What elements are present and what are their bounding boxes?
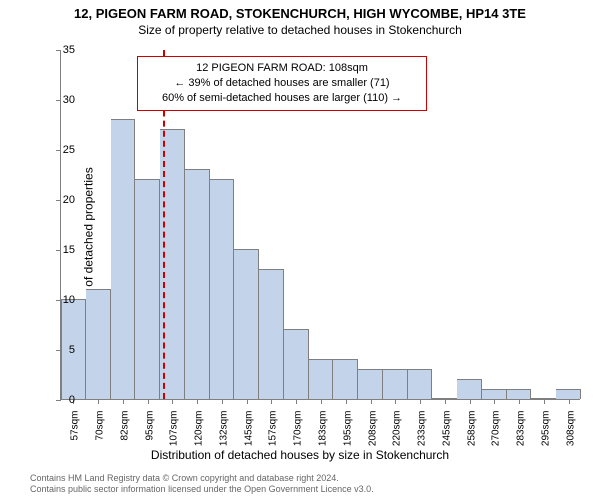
histogram-bar [185, 169, 210, 399]
histogram-bar [507, 389, 532, 399]
histogram-bar [482, 389, 507, 399]
histogram-bar [309, 359, 334, 399]
xtick-label: 120sqm [194, 411, 205, 451]
xtick-label: 245sqm [441, 411, 452, 451]
xtick-label: 82sqm [119, 411, 130, 451]
ytick-label: 20 [45, 194, 75, 206]
chart-title: 12, PIGEON FARM ROAD, STOKENCHURCH, HIGH… [0, 0, 600, 21]
ytick-label: 5 [45, 344, 75, 356]
xtick-mark [569, 399, 570, 404]
xtick-mark [395, 399, 396, 404]
xtick-mark [445, 399, 446, 404]
ytick-label: 10 [45, 294, 75, 306]
histogram-bar [408, 369, 433, 399]
xtick-mark [470, 399, 471, 404]
annotation-line: 12 PIGEON FARM ROAD: 108sqm [146, 61, 418, 76]
histogram-bar [284, 329, 309, 399]
histogram-bar [383, 369, 408, 399]
xtick-label: 195sqm [342, 411, 353, 451]
histogram-bar [234, 249, 259, 399]
histogram-bar [111, 119, 136, 399]
plot-area: 57sqm70sqm82sqm95sqm107sqm120sqm132sqm14… [60, 50, 580, 400]
xtick-label: 258sqm [466, 411, 477, 451]
xtick-label: 233sqm [417, 411, 428, 451]
xtick-mark [197, 399, 198, 404]
xtick-mark [271, 399, 272, 404]
footer-attribution: Contains HM Land Registry data © Crown c… [30, 473, 374, 496]
ytick-label: 15 [45, 244, 75, 256]
xtick-mark [321, 399, 322, 404]
x-axis-label: Distribution of detached houses by size … [151, 448, 449, 462]
xtick-label: 170sqm [293, 411, 304, 451]
xtick-mark [296, 399, 297, 404]
xtick-mark [247, 399, 248, 404]
xtick-mark [148, 399, 149, 404]
annotation-box: 12 PIGEON FARM ROAD: 108sqm← 39% of deta… [137, 56, 427, 111]
xtick-label: 95sqm [144, 411, 155, 451]
xtick-mark [519, 399, 520, 404]
xtick-label: 270sqm [491, 411, 502, 451]
histogram-bar [556, 389, 581, 399]
xtick-mark [123, 399, 124, 404]
ytick-label: 0 [45, 394, 75, 406]
xtick-label: 308sqm [565, 411, 576, 451]
xtick-mark [98, 399, 99, 404]
ytick-label: 25 [45, 144, 75, 156]
xtick-mark [371, 399, 372, 404]
footer-line2: Contains public sector information licen… [30, 484, 374, 496]
histogram-bar [358, 369, 383, 399]
ytick-label: 35 [45, 44, 75, 56]
xtick-label: 70sqm [95, 411, 106, 451]
xtick-label: 295sqm [540, 411, 551, 451]
annotation-line: ← 39% of detached houses are smaller (71… [146, 76, 418, 91]
xtick-mark [222, 399, 223, 404]
xtick-label: 132sqm [218, 411, 229, 451]
xtick-label: 157sqm [268, 411, 279, 451]
chart-subtitle: Size of property relative to detached ho… [0, 21, 600, 37]
histogram-bar [457, 379, 482, 399]
xtick-mark [346, 399, 347, 404]
xtick-label: 107sqm [169, 411, 180, 451]
xtick-label: 283sqm [516, 411, 527, 451]
xtick-label: 57sqm [70, 411, 81, 451]
xtick-label: 220sqm [392, 411, 403, 451]
xtick-label: 183sqm [318, 411, 329, 451]
histogram-bar [135, 179, 160, 399]
ytick-label: 30 [45, 94, 75, 106]
histogram-bar [333, 359, 358, 399]
histogram-bar [259, 269, 284, 399]
annotation-line: 60% of semi-detached houses are larger (… [146, 91, 418, 106]
xtick-mark [172, 399, 173, 404]
xtick-mark [544, 399, 545, 404]
footer-line1: Contains HM Land Registry data © Crown c… [30, 473, 374, 485]
histogram-bar [86, 289, 111, 399]
xtick-mark [494, 399, 495, 404]
xtick-mark [420, 399, 421, 404]
histogram-bar [210, 179, 235, 399]
xtick-label: 208sqm [367, 411, 378, 451]
xtick-label: 145sqm [243, 411, 254, 451]
